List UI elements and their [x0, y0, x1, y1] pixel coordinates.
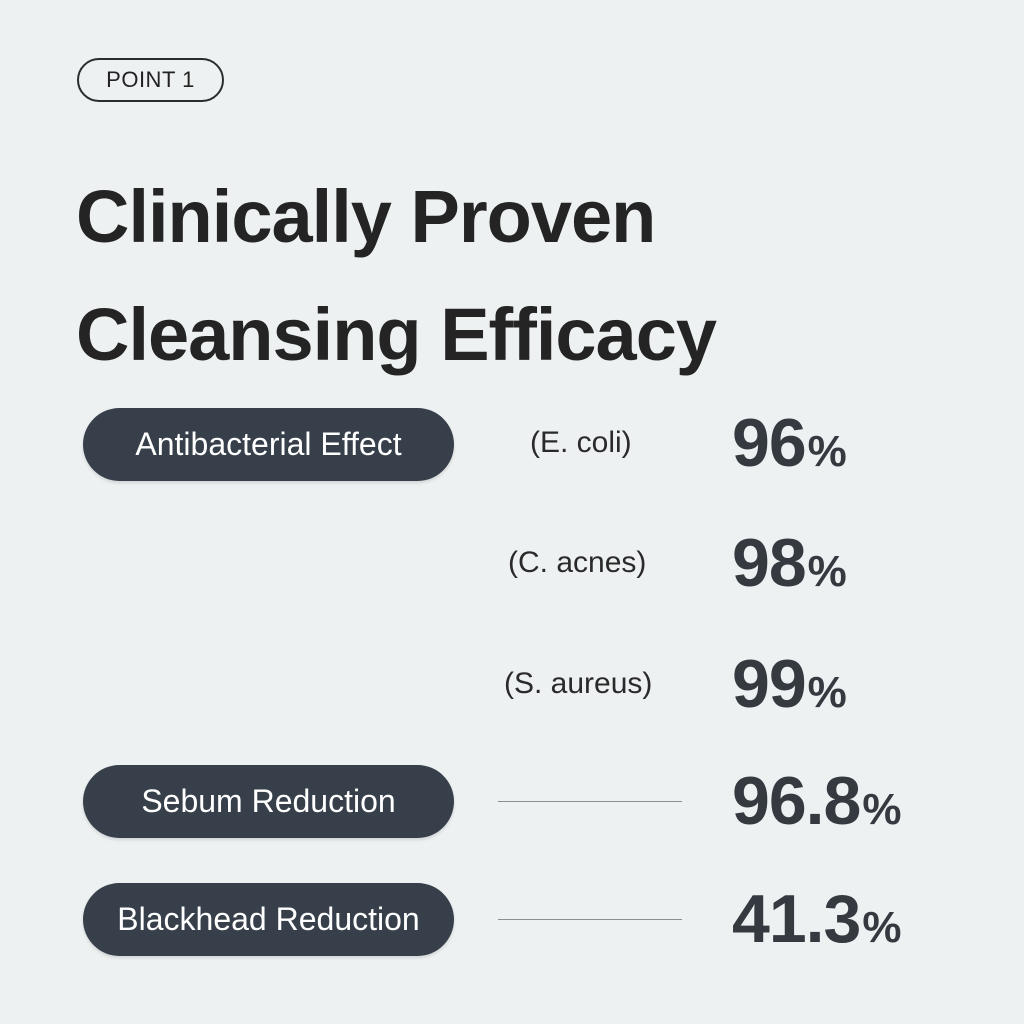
category-pill-blackhead-reduction: Blackhead Reduction	[83, 883, 454, 956]
result-unit: %	[807, 668, 847, 717]
result-number: 96	[732, 405, 807, 481]
point-badge: POINT 1	[77, 58, 224, 102]
result-number: 96.8	[732, 763, 861, 839]
result-unit: %	[807, 547, 847, 596]
result-detail-e-coli: (E. coli)	[530, 426, 632, 459]
page-title: Clinically Proven Cleansing Efficacy	[76, 158, 717, 394]
result-detail-c-acnes: (C. acnes)	[508, 546, 647, 579]
title-line-1: Clinically Proven	[76, 175, 656, 258]
result-value-sebum: 96.8%	[732, 762, 901, 840]
result-unit: %	[862, 903, 902, 952]
result-number: 99	[732, 646, 807, 722]
title-line-2: Cleansing Efficacy	[76, 293, 717, 376]
result-number: 98	[732, 525, 807, 601]
divider-line	[498, 919, 682, 920]
result-unit: %	[862, 785, 902, 834]
result-number: 41.3	[732, 881, 861, 957]
category-pill-antibacterial: Antibacterial Effect	[83, 408, 454, 481]
result-detail-s-aureus: (S. aureus)	[504, 667, 653, 700]
result-value-e-coli: 96%	[732, 404, 847, 482]
result-unit: %	[807, 427, 847, 476]
category-pill-sebum-reduction: Sebum Reduction	[83, 765, 454, 838]
result-value-c-acnes: 98%	[732, 524, 847, 602]
divider-line	[498, 801, 682, 802]
result-value-s-aureus: 99%	[732, 645, 847, 723]
result-value-blackhead: 41.3%	[732, 880, 901, 958]
